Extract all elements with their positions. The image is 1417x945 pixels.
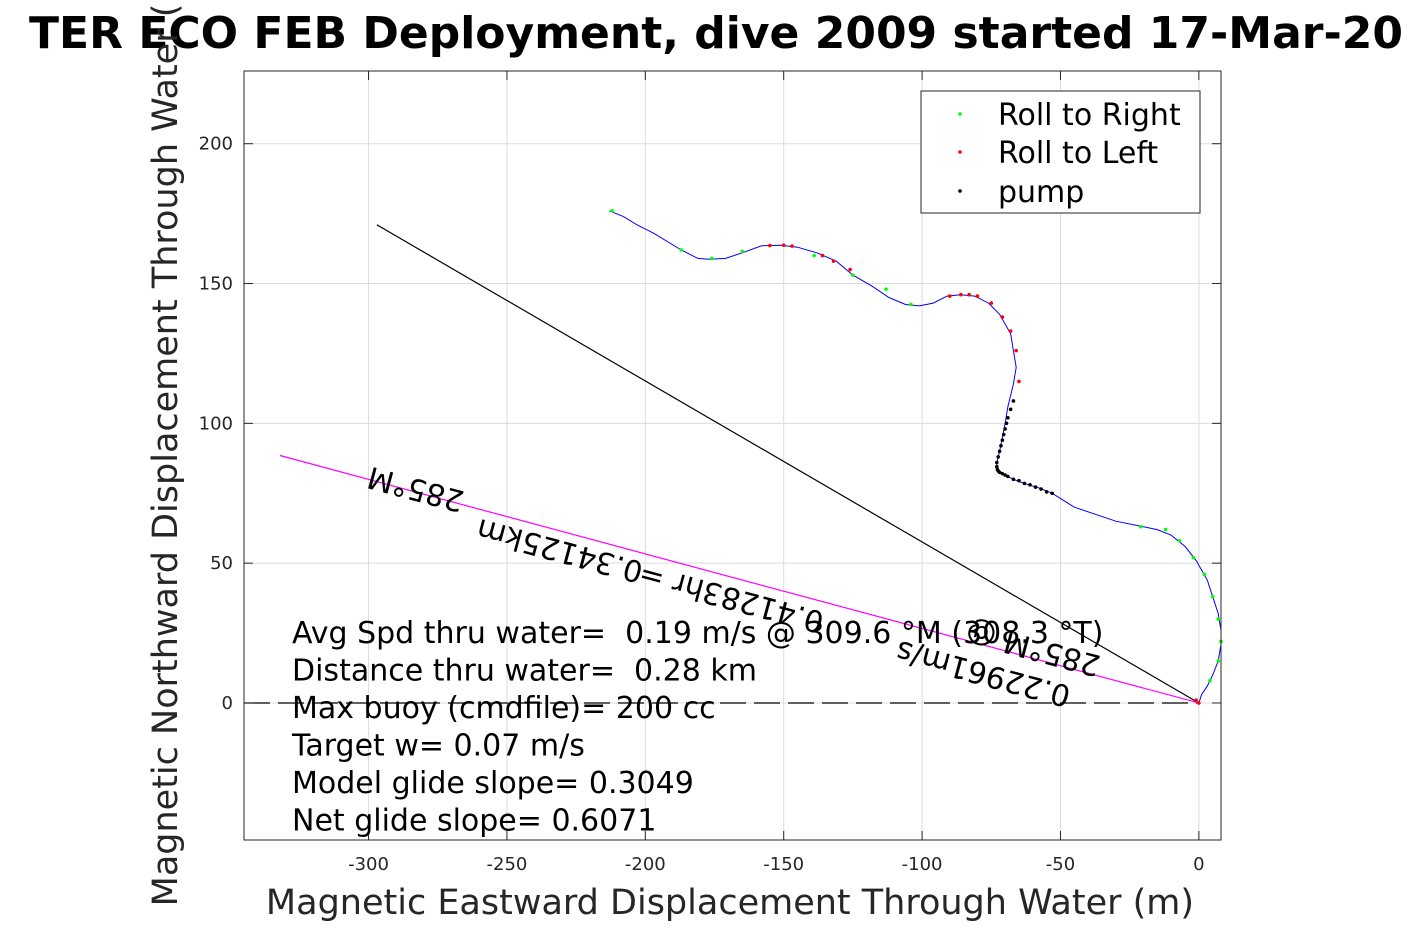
pump-point [1039, 487, 1043, 491]
y-tick-label: 150 [199, 274, 233, 295]
roll-left-point [1014, 348, 1018, 353]
roll-left-point [848, 267, 852, 272]
pump-point [1004, 421, 1009, 426]
roll-right-point [1177, 538, 1182, 543]
roll-right-point [1191, 555, 1196, 560]
roll-left-point [1197, 701, 1201, 705]
roll-left-point [989, 301, 994, 305]
roll-right-point [1208, 678, 1212, 683]
roll-right-point [740, 249, 744, 254]
x-axis-label: Magnetic Eastward Displacement Through W… [266, 883, 1194, 923]
pump-point [1006, 474, 1010, 479]
roll-right-point [709, 256, 714, 261]
pump-point [997, 470, 1002, 475]
roll-right-point [1138, 525, 1143, 529]
roll-left-point [781, 243, 786, 248]
pump-point [1033, 485, 1038, 489]
roll-right-point [812, 253, 816, 258]
x-tick-label: -150 [763, 854, 804, 875]
stat-line: Distance thru water= 0.28 km [292, 654, 757, 689]
roll-left-point [975, 294, 980, 298]
roll-right-point [1202, 572, 1207, 577]
roll-left-point [768, 243, 772, 248]
heading-line-net [279, 454, 1200, 704]
stats-block: Avg Spd thru water= 0.19 m/s @ 309.6 °M … [291, 616, 1103, 839]
pump-point [1011, 399, 1016, 403]
roll-right-point [884, 287, 888, 291]
roll-left-point [967, 292, 971, 297]
pump-point [1008, 407, 1013, 412]
legend-label-roll-left: Roll to Left [998, 136, 1158, 171]
legend-marker-roll-left [958, 150, 962, 154]
x-tick-label: 0 [1193, 854, 1204, 875]
pump-point [1044, 490, 1049, 494]
roll-right-point [851, 273, 855, 277]
stat-line: Target w= 0.07 m/s [291, 729, 585, 764]
pump-point [1050, 491, 1054, 496]
x-tick-label: -100 [902, 854, 943, 875]
roll-left-point [947, 294, 952, 298]
y-tick-label: 0 [222, 693, 233, 714]
stat-line: Max buoy (cmdfile)= 200 cc [292, 691, 716, 726]
legend-box [920, 90, 1201, 214]
legend-label-pump: pump [998, 175, 1084, 210]
roll-left-point [1017, 379, 1021, 384]
roll-left-point [959, 292, 963, 297]
roll-left-point [1008, 329, 1013, 333]
plot-frame [243, 70, 1222, 841]
heading-line-current [376, 224, 1200, 704]
pump-point [995, 464, 999, 469]
pump-point [1028, 483, 1032, 487]
stat-line: Model glide slope= 0.3049 [292, 766, 694, 801]
x-tick-label: -200 [625, 854, 666, 875]
pump-point [1017, 478, 1021, 483]
pump-point [1001, 432, 1006, 437]
plot-content [244, 209, 1223, 705]
x-tick-label: -50 [1046, 854, 1075, 875]
roll-left-point [820, 253, 825, 258]
pump-point [996, 455, 1000, 459]
stat-line: Avg Spd thru water= 0.19 m/s @ 309.6 °M … [292, 616, 1103, 651]
pump-point [1011, 477, 1016, 482]
stat-line: Net glide slope= 0.6071 [292, 804, 656, 839]
pump-point [1000, 438, 1005, 442]
pump-point [1006, 415, 1010, 420]
pump-point [995, 460, 999, 465]
legend-marker-pump [958, 189, 962, 193]
roll-right-point [610, 209, 614, 213]
x-tick-label: -250 [487, 854, 528, 875]
roll-left-point [790, 244, 794, 248]
y-tick-label: 50 [210, 553, 233, 574]
pump-point [999, 443, 1003, 448]
legend-label-roll-right: Roll to Right [998, 98, 1181, 133]
pump-point [1022, 481, 1027, 486]
roll-left-point [1000, 315, 1005, 319]
x-tick-label: -300 [348, 854, 389, 875]
legend-marker-roll-right [958, 112, 962, 116]
roll-right-point [909, 302, 913, 307]
ticks: -300 -250 -200 -150 -100 -50 0 0 50 100 150 200 [199, 71, 1221, 875]
roll-right-point [1210, 594, 1215, 599]
y-tick-label: 100 [199, 413, 233, 434]
roll-right-point [1216, 617, 1221, 621]
pump-point [1000, 471, 1005, 476]
roll-right-point [1216, 659, 1221, 663]
y-tick-label: 200 [199, 134, 233, 155]
chart-title: TER ECO FEB Deployment, dive 2009 starte… [29, 8, 1403, 59]
pump-point [997, 449, 1002, 454]
pump-point [1003, 473, 1007, 477]
roll-left-point [1194, 698, 1198, 702]
roll-left-point [831, 259, 836, 263]
pump-point [1003, 427, 1007, 431]
y-axis-label: Magnetic Northward Displacement Through … [146, 4, 186, 907]
legend: Roll to Right Roll to Left pump [920, 90, 1201, 214]
roll-right-point [1163, 527, 1168, 532]
roll-right-point [679, 248, 684, 252]
